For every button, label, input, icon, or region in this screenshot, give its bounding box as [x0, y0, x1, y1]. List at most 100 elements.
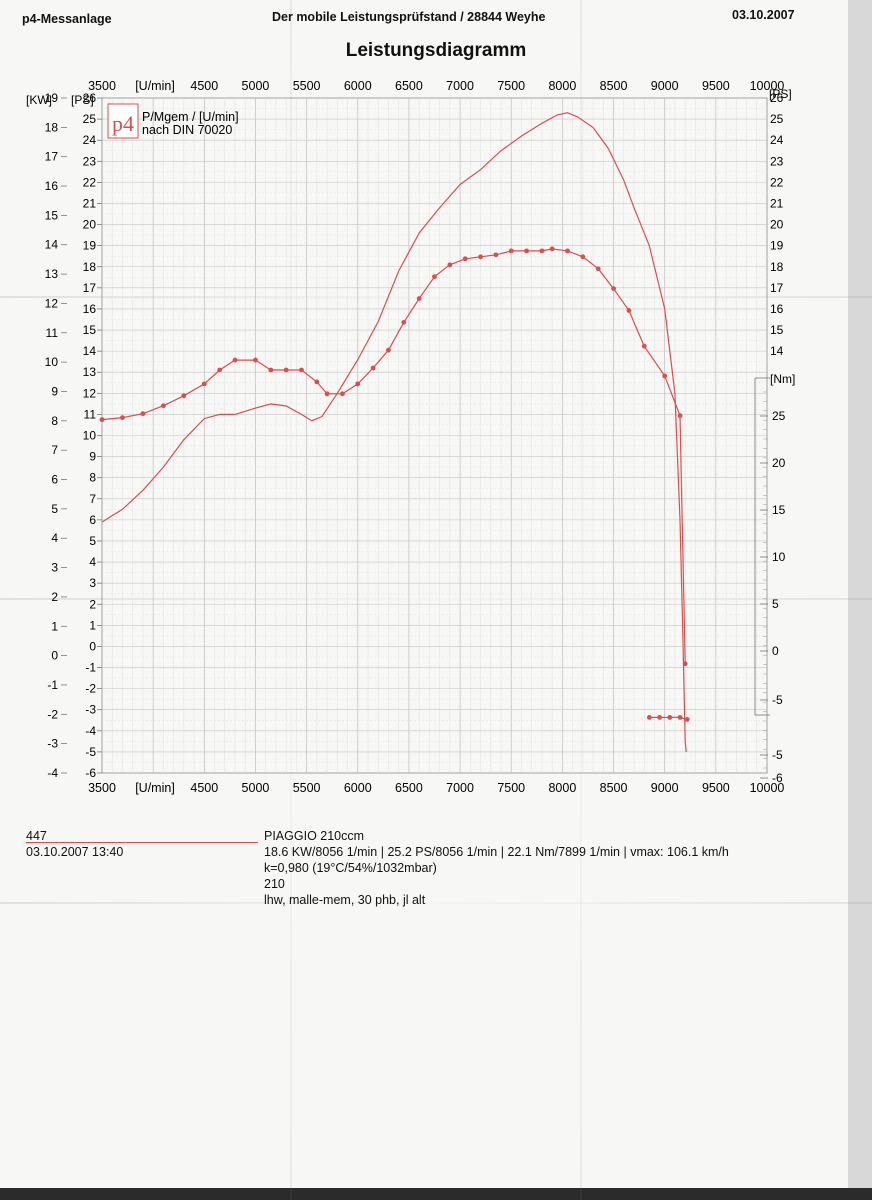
torque-data-point — [493, 252, 499, 258]
torque-data-point — [401, 319, 407, 325]
x-tick-label-bottom: 5000 — [242, 781, 270, 795]
torque-data-point — [667, 715, 673, 720]
ps-tick-label-right: 25 — [770, 112, 784, 126]
kw-tick-label: 15 — [45, 208, 59, 222]
ps-tick-label-left: 7 — [89, 492, 96, 506]
paper-fold-line — [580, 0, 582, 1200]
torque-data-point — [99, 417, 105, 423]
paper-fold-line — [0, 598, 872, 600]
torque-data-point — [682, 661, 688, 667]
ps-tick-label-left: 26 — [83, 91, 97, 105]
chart-title: Leistungsdiagramm — [345, 40, 527, 61]
x-tick-label-top: 6000 — [344, 79, 372, 93]
power-diagram-chart: 3500350045004500500050005500550060006000… — [26, 79, 795, 795]
ps-tick-label-left: 14 — [83, 344, 97, 358]
ps-tick-label-right: 14 — [770, 344, 784, 358]
result-summary: 18.6 KW/8056 1/min | 25.2 PS/8056 1/min … — [264, 845, 729, 859]
ps-tick-label-left: 12 — [83, 386, 97, 400]
ps-tick-label-left: -5 — [85, 745, 96, 759]
torque-data-point — [447, 262, 453, 268]
x-tick-label-top: 5000 — [242, 79, 270, 93]
ps-axis-label-right: [PS] — [769, 87, 792, 101]
torque-data-point — [565, 248, 570, 254]
ps-tick-label-left: 8 — [89, 471, 96, 485]
ps-tick-label-left: 11 — [84, 407, 97, 421]
torque-data-point — [646, 715, 652, 720]
torque-data-point — [462, 256, 468, 262]
nm-tick-label: 20 — [772, 456, 786, 470]
x-axis-label-top: [U/min] — [135, 79, 175, 93]
nm-tick-label: 10 — [772, 550, 786, 564]
setup-notes: lhw, malle-mem, 30 phb, jl alt — [264, 893, 426, 907]
torque-data-point — [253, 357, 258, 363]
ps-tick-label-right: 18 — [770, 260, 784, 274]
kw-tick-label: 16 — [45, 179, 59, 193]
ps-tick-label-left: 6 — [89, 513, 96, 527]
header-date: 03.10.2007 — [732, 8, 795, 22]
x-tick-label-top: 8500 — [600, 79, 628, 93]
x-tick-label-bottom: 8000 — [548, 781, 576, 795]
ps-tick-label-left: 23 — [83, 154, 97, 168]
kw-tick-label: 1 — [51, 619, 58, 633]
torque-data-point — [386, 347, 391, 353]
paper-fold-line — [0, 296, 872, 298]
torque-data-point — [120, 415, 125, 421]
ps-tick-label-right: 16 — [770, 302, 784, 316]
paper-bottom-edge — [0, 1188, 872, 1200]
kw-tick-label: 12 — [45, 296, 59, 310]
nm-tick-label: 0 — [772, 644, 779, 658]
vehicle-name: PIAGGIO 210ccm — [264, 829, 365, 843]
kw-axis-label: [KW] — [26, 93, 52, 107]
ps-tick-label-left: -4 — [85, 724, 96, 738]
ps-tick-label-right: 26 — [770, 91, 784, 105]
torque-data-point — [181, 393, 187, 399]
ps-tick-label-left: -1 — [85, 661, 96, 675]
legend-line-1: P/Mgem / [U/min] — [142, 110, 239, 124]
torque-data-point — [508, 248, 514, 254]
ps-tick-label-left: 17 — [83, 281, 97, 295]
nm-axis-label: [Nm] — [770, 372, 795, 386]
ps-axis-label-left: [PS] — [71, 93, 94, 107]
torque-data-point — [611, 286, 616, 291]
ps-tick-label-right: 22 — [770, 175, 784, 189]
paper-fold-line — [0, 902, 872, 904]
kw-tick-label: 13 — [45, 267, 59, 281]
ps-tick-label-left: 19 — [83, 239, 97, 253]
torque-data-point — [657, 715, 662, 720]
x-tick-label-bottom: 6000 — [344, 781, 372, 795]
kw-tick-label: 14 — [45, 238, 59, 252]
kw-tick-label: 4 — [51, 531, 58, 545]
correction-factor: k=0,980 (19°C/54%/1032mbar) — [264, 861, 437, 875]
kw-tick-label: -2 — [47, 707, 58, 721]
kw-tick-label: 2 — [51, 590, 58, 604]
kw-tick-label: 9 — [51, 384, 58, 398]
torque-data-point — [340, 391, 345, 397]
x-tick-label-top: 6500 — [395, 79, 423, 93]
torque-data-point — [314, 379, 320, 385]
legend-line-2: nach DIN 70020 — [142, 123, 232, 137]
torque-data-point — [684, 716, 690, 722]
nm-tick-label: 5 — [772, 597, 779, 611]
torque-data-point — [201, 381, 207, 387]
ps-tick-label-left: -2 — [85, 682, 96, 696]
kw-tick-label: 7 — [51, 443, 58, 457]
ps-tick-label-left: 15 — [83, 323, 97, 337]
x-tick-label-top: 10000 — [750, 79, 785, 93]
ps-tick-label-right: 17 — [770, 281, 784, 295]
x-tick-label-top: 9000 — [651, 79, 679, 93]
torque-data-point — [677, 413, 683, 419]
torque-data-point — [416, 296, 422, 301]
x-tick-label-top: 3500 — [88, 79, 116, 93]
x-tick-label-bottom: 7000 — [446, 781, 474, 795]
kw-tick-label: 18 — [45, 120, 59, 134]
header-left: p4-Messanlage — [22, 12, 112, 26]
ps-tick-label-left: -6 — [85, 766, 96, 780]
torque-data-point — [626, 308, 632, 313]
ps-tick-label-left: 16 — [83, 302, 97, 316]
ps-tick-label-left: 9 — [89, 450, 96, 464]
nm-tick-label: -5 — [772, 748, 783, 762]
x-tick-label-bottom: 7500 — [497, 781, 525, 795]
kw-tick-label: 10 — [45, 355, 59, 369]
ps-tick-label-left: 3 — [89, 576, 96, 590]
header-center: Der mobile Leistungsprüfstand / 28844 We… — [272, 10, 546, 24]
